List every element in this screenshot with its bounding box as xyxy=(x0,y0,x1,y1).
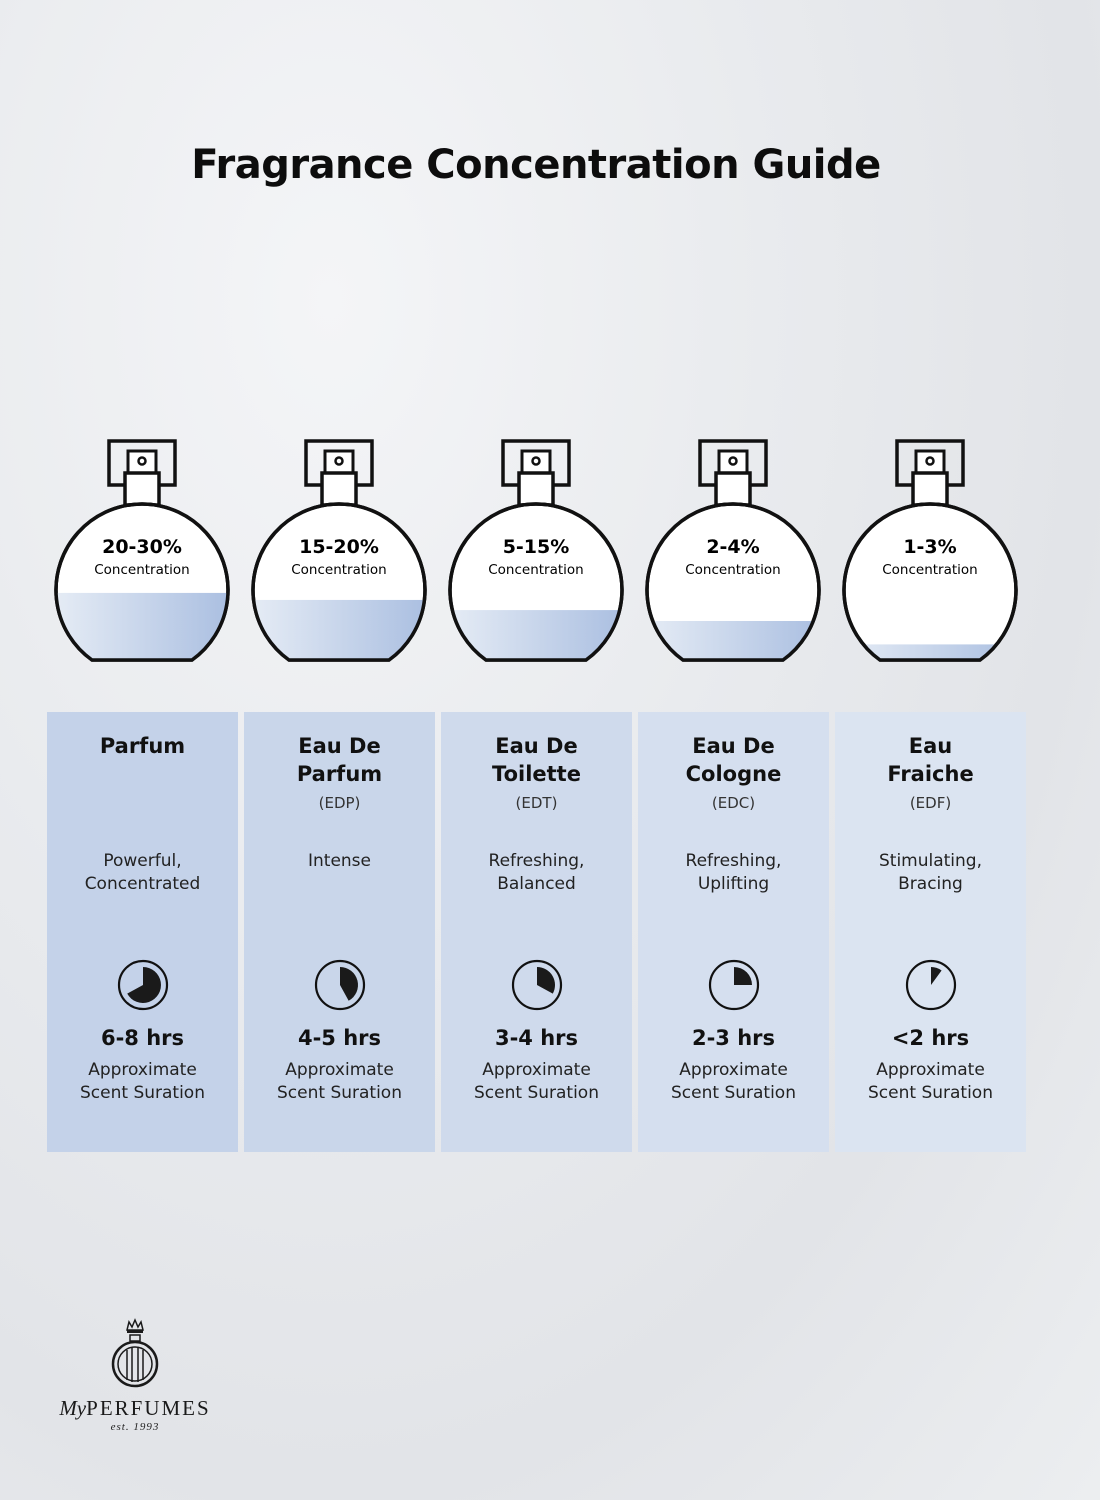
concentration-column: Eau Fraiche (EDF) Stimulating, Bracing <2 … xyxy=(835,712,1026,1152)
duration-clock-icon xyxy=(117,959,168,1011)
fragrance-description: Stimulating, Bracing xyxy=(878,851,982,894)
clock-duration-wedge xyxy=(733,967,752,985)
concentration-label: Concentration xyxy=(291,562,387,578)
duration-hours: 2-3 hrs xyxy=(691,1026,776,1050)
bottle-sprayer xyxy=(520,449,552,477)
sprayer-nozzle xyxy=(334,456,344,466)
concentration-value: 1-3% xyxy=(903,536,956,558)
fragrance-abbreviation: (EDP) xyxy=(318,794,361,812)
sprayer-nozzle xyxy=(728,456,738,466)
concentration-label: Concentration xyxy=(882,562,978,578)
duration-label: Approximate Scent Suration xyxy=(868,1060,993,1103)
perfume-crown-logo-icon xyxy=(111,1318,159,1388)
fragrance-description: Intense xyxy=(307,851,371,871)
clock-ring xyxy=(117,959,168,1011)
concentration-value: 2-4% xyxy=(706,536,759,558)
liquid-fill xyxy=(252,599,426,660)
bottle-neck xyxy=(320,471,358,507)
bottle-illustration: 5-15% Concentration xyxy=(441,435,631,675)
sprayer-nozzle xyxy=(925,456,935,466)
clock-duration-wedge xyxy=(126,967,161,1003)
fragrance-type-name: Eau De Toilette xyxy=(492,734,581,786)
duration-clock-icon xyxy=(511,959,562,1011)
bottle-neck xyxy=(517,471,555,507)
clock-ring xyxy=(905,959,956,1011)
brand-name: MyPERFUMES xyxy=(59,1396,211,1420)
liquid-fill xyxy=(646,621,820,660)
bottle-neck xyxy=(911,471,949,507)
clock-duration-wedge xyxy=(930,967,942,985)
concentration-column: Eau De Toilette (EDT) Refreshing, Balanced… xyxy=(441,712,632,1152)
duration-hours: 3-4 hrs xyxy=(494,1026,579,1050)
fragrance-description: Powerful, Concentrated xyxy=(84,851,201,894)
duration-hours: 4-5 hrs xyxy=(297,1026,382,1050)
fragrance-abbreviation: (EDF) xyxy=(909,794,952,812)
duration-label: Approximate Scent Suration xyxy=(474,1060,599,1103)
clock-duration-wedge xyxy=(339,967,358,1001)
concentration-column: Eau De Parfum (EDP) Intense 4-5 hrs Appro… xyxy=(244,712,435,1152)
fragrance-type-name: Eau Fraiche xyxy=(887,734,974,786)
bottle-sprayer xyxy=(717,449,749,477)
duration-hours: 6-8 hrs xyxy=(100,1026,185,1050)
sprayer-nozzle xyxy=(531,456,541,466)
fragrance-type-name: Eau De Parfum xyxy=(296,734,383,786)
concentration-value: 20-30% xyxy=(102,536,182,558)
bottle-illustration: 20-30% Concentration xyxy=(47,435,237,675)
clock-ring xyxy=(314,959,365,1011)
duration-clock-icon xyxy=(905,959,956,1011)
fragrance-abbreviation: (EDT) xyxy=(515,794,558,812)
duration-clock-icon xyxy=(708,959,759,1011)
duration-clock-icon xyxy=(314,959,365,1011)
concentration-label: Concentration xyxy=(685,562,781,578)
bottle-illustration: 2-4% Concentration xyxy=(638,435,828,675)
liquid-fill xyxy=(449,610,623,660)
clock-ring xyxy=(511,959,562,1011)
page-title: Fragrance Concentration Guide xyxy=(191,142,881,188)
concentration-column: Parfum Powerful, Concentrated 6-8 hrs App… xyxy=(47,712,238,1152)
concentration-value: 5-15% xyxy=(503,536,570,558)
brand-logo: MyPERFUMES est. 1993 xyxy=(45,1318,225,1433)
fragrance-abbreviation: (EDC) xyxy=(711,794,756,812)
fragrance-type-name: Parfum xyxy=(99,734,186,758)
bottle-neck xyxy=(714,471,752,507)
bottle-illustration: 15-20% Concentration xyxy=(244,435,434,675)
fragrance-description: Refreshing, Balanced xyxy=(488,851,585,894)
liquid-fill xyxy=(843,644,1017,660)
clock-ring xyxy=(708,959,759,1011)
clock-duration-wedge xyxy=(536,967,555,994)
fragrance-type-name: Eau De Cologne xyxy=(685,734,782,786)
sprayer-nozzle xyxy=(137,456,147,466)
concentration-value: 15-20% xyxy=(299,536,379,558)
duration-label: Approximate Scent Suration xyxy=(671,1060,796,1103)
duration-label: Approximate Scent Suration xyxy=(277,1060,402,1103)
fragrance-description: Refreshing, Uplifting xyxy=(685,851,782,894)
concentration-label: Concentration xyxy=(488,562,584,578)
concentration-label: Concentration xyxy=(94,562,190,578)
bottle-neck xyxy=(123,471,161,507)
brand-established: est. 1993 xyxy=(110,1421,160,1433)
bottle-illustration: 1-3% Concentration xyxy=(835,435,1025,675)
liquid-fill xyxy=(55,592,229,660)
duration-hours: <2 hrs xyxy=(891,1026,970,1050)
duration-label: Approximate Scent Suration xyxy=(80,1060,205,1103)
concentration-column: Eau De Cologne (EDC) Refreshing, Uplifting… xyxy=(638,712,829,1152)
